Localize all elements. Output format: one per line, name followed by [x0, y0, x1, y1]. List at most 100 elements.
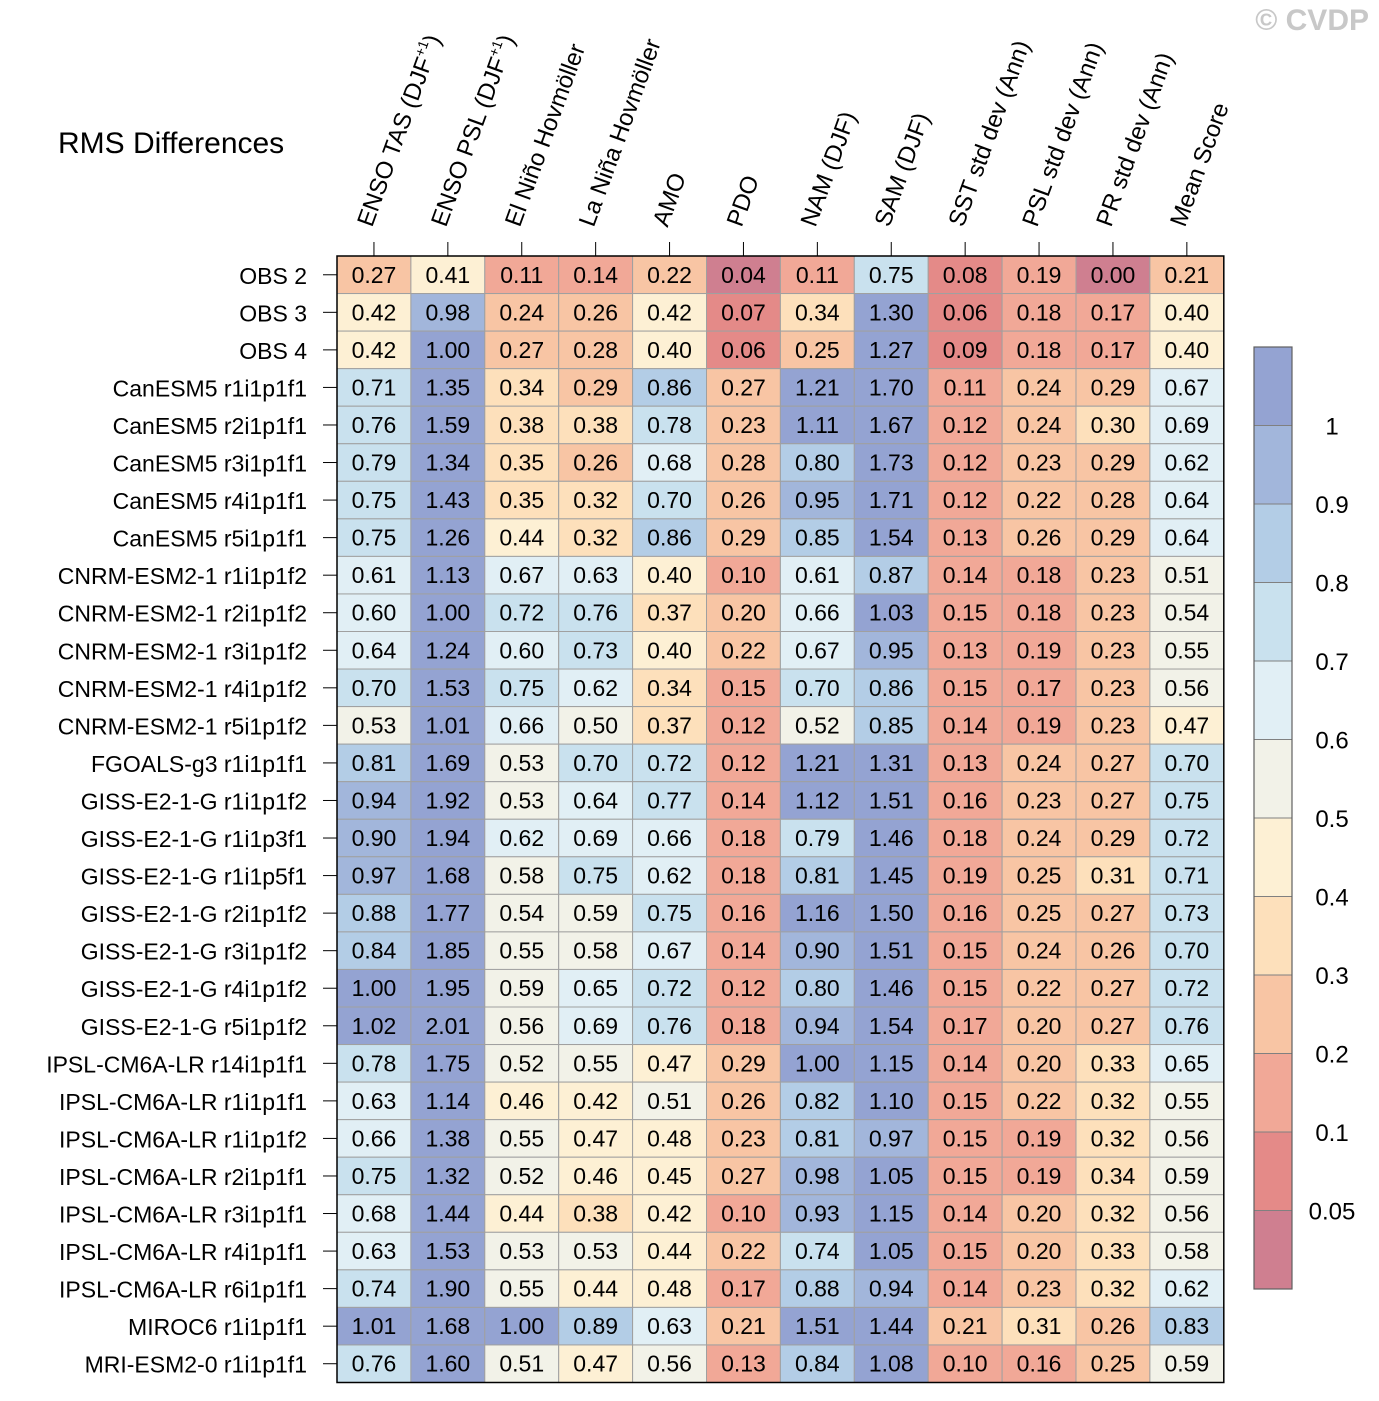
cell-value-label: 0.15 — [943, 1088, 988, 1114]
cell-value-label: 1.50 — [869, 900, 914, 926]
row-label: CanESM5 r4i1p1f1 — [113, 488, 307, 514]
cell-value-label: 0.53 — [499, 1238, 544, 1264]
cell-value-label: 1.30 — [869, 299, 914, 325]
cell-value-label: 0.27 — [352, 262, 397, 288]
heatmap-cell — [558, 405, 634, 445]
cell-value-label: 0.19 — [1017, 1163, 1062, 1189]
heatmap-cell — [1149, 968, 1225, 1008]
heatmap-cell — [484, 518, 560, 557]
heatmap-cell — [1149, 1156, 1225, 1196]
cell-value-label: 1.34 — [425, 450, 470, 476]
heatmap-cell — [558, 1194, 634, 1233]
heatmap-cell — [632, 1194, 707, 1233]
heatmap-cell — [1149, 1006, 1225, 1046]
cell-value-label: 0.38 — [573, 1201, 618, 1227]
heatmap-cell — [484, 368, 560, 407]
cell-value-label: 0.35 — [499, 450, 544, 476]
cell-value-label: 0.81 — [795, 1125, 840, 1151]
colorbar-tick-label: 0.6 — [1315, 728, 1348, 755]
cell-value-label: 0.66 — [352, 1125, 397, 1151]
cell-value-label: 1.67 — [869, 412, 914, 438]
cell-value-label: 0.90 — [352, 825, 397, 851]
heatmap-cell — [336, 968, 412, 1008]
cell-value-label: 0.14 — [943, 562, 988, 588]
cell-value-label: 0.54 — [499, 900, 544, 926]
heatmap-cell — [779, 781, 855, 820]
cell-value-label: 0.79 — [352, 450, 397, 476]
heatmap-cell — [853, 443, 929, 482]
row-label: IPSL-CM6A-LR r1i1p1f2 — [59, 1126, 307, 1152]
cell-value-label: 1.21 — [795, 750, 840, 776]
cell-value-label: 0.59 — [573, 900, 618, 926]
heatmap-cell — [484, 593, 560, 633]
heatmap-cell — [779, 968, 855, 1008]
cell-value-label: 0.19 — [1017, 262, 1062, 288]
column-label: SAM (DJF) — [870, 109, 936, 230]
cell-value-label: 0.72 — [1164, 975, 1209, 1001]
cell-value-label: 0.42 — [352, 337, 397, 363]
heatmap-cell — [853, 518, 929, 557]
cell-value-label: 1.00 — [499, 1313, 544, 1339]
cell-value-label: 0.62 — [1164, 450, 1209, 476]
colorbar-segment — [1253, 1210, 1293, 1290]
cell-value-label: 0.62 — [573, 675, 618, 701]
heatmap-cell — [779, 1194, 855, 1233]
heatmap-cell — [853, 931, 929, 970]
cell-value-label: 0.70 — [1164, 750, 1209, 776]
heatmap-cell — [853, 405, 929, 445]
cell-value-label: 0.23 — [1091, 637, 1136, 663]
cell-value-label: 1.46 — [869, 825, 914, 851]
heatmap-cell — [1001, 405, 1077, 445]
colorbar-tick-label: 0.9 — [1315, 492, 1348, 519]
cell-value-label: 0.76 — [573, 600, 618, 626]
heatmap-cell — [1075, 368, 1151, 407]
cell-value-label: 0.27 — [1091, 787, 1136, 813]
cell-value-label: 0.26 — [573, 299, 618, 325]
cell-value-label: 0.17 — [1017, 675, 1062, 701]
cell-value-label: 0.19 — [1017, 637, 1062, 663]
heatmap-cell — [927, 818, 1003, 858]
cell-value-label: 0.10 — [721, 562, 766, 588]
cell-value-label: 0.64 — [352, 637, 397, 663]
cell-value-label: 0.23 — [1017, 450, 1062, 476]
heatmap-cell — [706, 631, 781, 670]
cell-value-label: 0.32 — [573, 525, 618, 551]
cell-value-label: 0.13 — [721, 1351, 766, 1377]
cell-value-label: 0.17 — [943, 1013, 988, 1039]
heatmap-cell — [927, 368, 1003, 407]
cell-value-label: 0.48 — [647, 1276, 692, 1302]
cell-value-label: 0.32 — [573, 487, 618, 513]
heatmap-cell — [779, 1044, 855, 1083]
row-label: CanESM5 r2i1p1f1 — [113, 413, 307, 439]
heatmap-cell — [927, 255, 1003, 295]
heatmap-cell — [706, 330, 781, 370]
cell-value-label: 1.01 — [425, 712, 470, 738]
cell-value-label: 1.08 — [869, 1351, 914, 1377]
heatmap-cell — [1149, 1269, 1225, 1308]
heatmap-cell — [1149, 1306, 1225, 1346]
row-label: OBS 3 — [239, 300, 307, 326]
cell-value-label: 0.21 — [1164, 262, 1209, 288]
heatmap-cell — [632, 518, 707, 557]
cell-value-label: 1.45 — [869, 863, 914, 889]
cell-value-label: 0.63 — [573, 562, 618, 588]
cell-value-label: 1.43 — [425, 487, 470, 513]
row-label: CNRM-ESM2-1 r2i1p1f2 — [58, 601, 307, 627]
heatmap-cell — [706, 480, 781, 520]
heatmap-cell — [484, 631, 560, 670]
cell-value-label: 0.65 — [1164, 1050, 1209, 1076]
cell-value-label: 0.61 — [352, 562, 397, 588]
heatmap-cell — [484, 856, 560, 895]
heatmap-cell — [1001, 480, 1077, 520]
cell-value-label: 0.69 — [573, 1013, 618, 1039]
column-label: ENSO TAS (DJF+1) — [350, 31, 446, 231]
heatmap-cell — [632, 1269, 707, 1308]
heatmap-cell — [779, 931, 855, 970]
cell-value-label: 0.18 — [1017, 600, 1062, 626]
cell-value-label: 1.05 — [869, 1163, 914, 1189]
cell-value-label: 0.55 — [1164, 1088, 1209, 1114]
cell-value-label: 0.13 — [943, 525, 988, 551]
cell-value-label: 0.56 — [1164, 675, 1209, 701]
cell-value-label: 0.52 — [795, 712, 840, 738]
